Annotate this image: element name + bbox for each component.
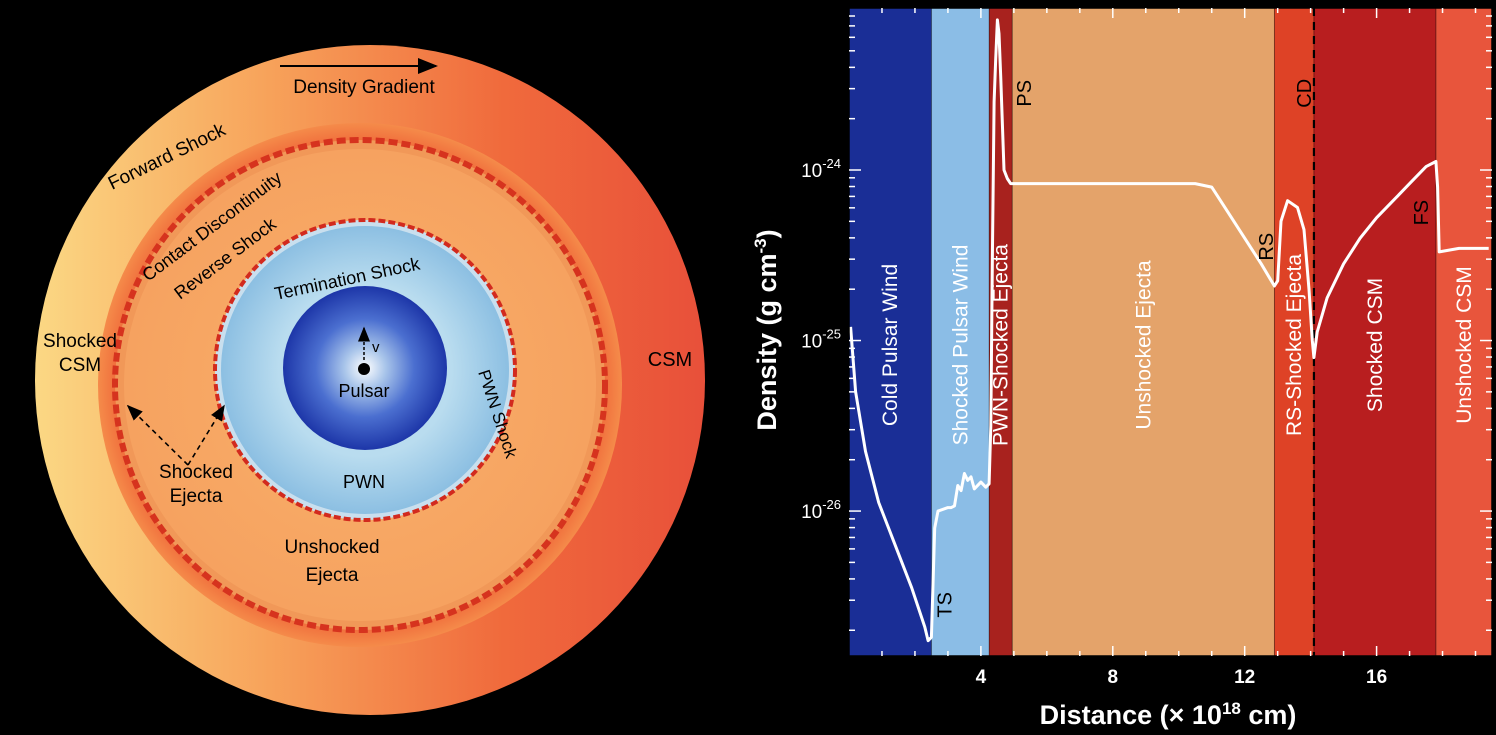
csm-label: CSM [648, 349, 692, 371]
plot-frame [848, 7, 1493, 657]
x-tick-label-1: 8 [1108, 667, 1119, 688]
region-band-6 [1435, 8, 1492, 656]
x-axis-label: Distance (× 1018 cm) [1040, 699, 1297, 730]
region-band-0 [849, 8, 932, 656]
region-label-3: Unshocked Ejecta [1132, 260, 1155, 430]
annotation-cd: CD [1294, 79, 1316, 108]
region-label-2: PWN-Shocked Ejecta [990, 244, 1013, 446]
pulsar-dot [358, 363, 370, 375]
region-bands [849, 8, 1492, 656]
region-band-1 [931, 8, 990, 656]
axis-tick-labels: 4 8 12 16 10-26 10-25 10-24 [801, 156, 1387, 688]
unshocked-ejecta-label-line1: Unshocked [284, 537, 379, 558]
density-profile-chart: Cold Pulsar Wind Shocked Pulsar Wind PWN-S… [740, 0, 1496, 735]
unshocked-ejecta-label-line2: Ejecta [306, 565, 359, 586]
y-tick-label-2: 10-24 [801, 156, 841, 182]
region-band-3 [1012, 8, 1275, 656]
y-tick-label-1: 10-25 [801, 327, 841, 353]
region-band-5 [1313, 8, 1436, 656]
region-label-4: RS-Shocked Ejecta [1283, 254, 1306, 436]
x-tick-label-2: 12 [1234, 667, 1255, 688]
shocked-ejecta-arrow-inner [187, 404, 225, 466]
region-label-6: Unshocked CSM [1453, 266, 1476, 424]
shocked-ejecta-label-line1: Shocked [159, 462, 233, 483]
velocity-label: v [372, 339, 380, 356]
region-band-4 [1274, 8, 1314, 656]
region-band-2 [989, 8, 1013, 656]
annotation-ts: TS [935, 592, 957, 618]
pulsar-label: Pulsar [338, 381, 389, 401]
annotation-fs: FS [1411, 200, 1433, 226]
region-label-1: Shocked Pulsar Wind [949, 245, 972, 446]
axis-ticks [849, 8, 1492, 656]
snr-schematic-diagram: Density Gradient Forward Shock Contact D… [35, 45, 705, 715]
annotation-rs: RS [1256, 233, 1278, 261]
x-tick-label-0: 4 [976, 667, 987, 688]
shocked-ejecta-label-line2: Ejecta [170, 486, 223, 507]
pwn-label: PWN [343, 472, 385, 492]
shock-annotations: TS PS CD RS FS [935, 79, 1433, 618]
region-label-0: Cold Pulsar Wind [879, 264, 902, 426]
region-labels: Cold Pulsar Wind Shocked Pulsar Wind PWN-S… [879, 244, 1476, 446]
density-line-layer [849, 18, 1489, 643]
x-tick-label-3: 16 [1366, 667, 1387, 688]
shocked-csm-label-line2: CSM [59, 355, 101, 376]
region-label-5: Shocked CSM [1364, 278, 1387, 412]
density-profile-line-0 [849, 18, 1489, 643]
annotation-ps: PS [1014, 80, 1036, 107]
density-gradient-label: Density Gradient [293, 77, 435, 98]
shocked-csm-label-line1: Shocked [43, 331, 117, 352]
y-axis-label: Density (g cm-3) [751, 229, 782, 430]
y-tick-label-0: 10-26 [801, 497, 841, 523]
